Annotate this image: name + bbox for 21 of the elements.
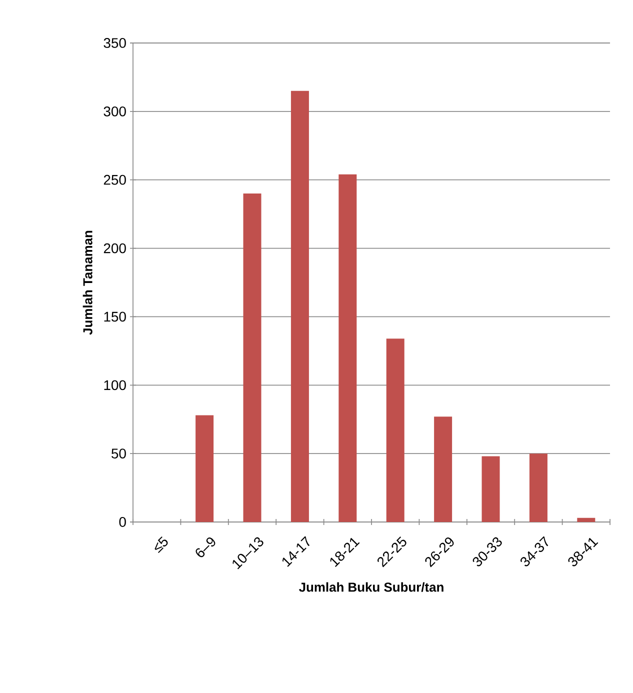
bar	[482, 456, 500, 522]
y-tick-label: 150	[104, 312, 126, 322]
y-tick-label: 300	[104, 106, 126, 116]
y-axis-title: Jumlah Tanaman	[82, 230, 92, 335]
bar	[338, 174, 357, 522]
bar	[386, 338, 404, 522]
x-tick-label: ≤5	[154, 536, 168, 554]
y-tick-label: 0	[119, 517, 126, 527]
bar	[529, 454, 548, 522]
x-axis-title: Jumlah Buku Subur/tan	[299, 582, 444, 592]
y-tick-label: 350	[104, 38, 126, 48]
bar	[243, 194, 262, 522]
x-tick-label: 6–9	[196, 537, 216, 558]
bar	[290, 90, 309, 522]
y-tick-label: 50	[112, 448, 126, 459]
bar	[196, 415, 214, 522]
y-tick-label: 100	[104, 380, 126, 390]
y-tick-label: 200	[104, 243, 126, 254]
bar	[434, 416, 452, 522]
y-tick-label: 250	[104, 174, 126, 185]
bar	[577, 518, 596, 522]
